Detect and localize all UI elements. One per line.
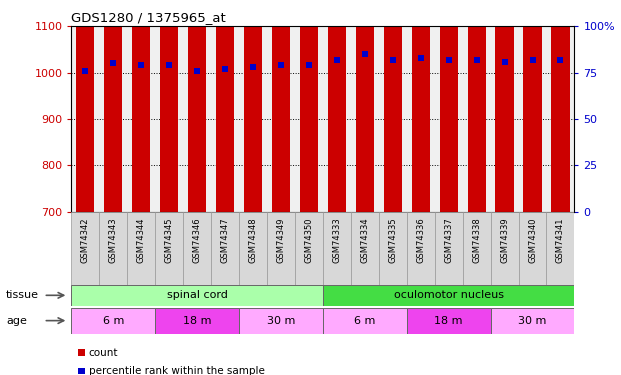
Bar	[239, 212, 267, 285]
Point	[360, 51, 369, 57]
Bar	[323, 308, 407, 334]
Point	[416, 55, 426, 61]
Bar	[76, 0, 94, 212]
Bar	[356, 0, 374, 212]
Text: GSM74349: GSM74349	[276, 218, 286, 263]
Bar	[272, 0, 290, 212]
Bar	[216, 0, 234, 212]
Bar	[551, 0, 569, 212]
Text: GSM74335: GSM74335	[388, 218, 397, 263]
Point	[528, 57, 538, 63]
Bar	[463, 212, 491, 285]
Bar	[188, 0, 206, 212]
Bar	[524, 0, 542, 212]
Text: tissue: tissue	[6, 290, 39, 300]
Point	[332, 57, 342, 63]
Text: GSM74342: GSM74342	[81, 218, 90, 263]
Text: GSM74343: GSM74343	[109, 218, 118, 263]
Text: GSM74346: GSM74346	[193, 218, 202, 263]
Bar	[244, 0, 262, 212]
Text: GSM74338: GSM74338	[472, 218, 481, 264]
Text: GDS1280 / 1375965_at: GDS1280 / 1375965_at	[71, 11, 226, 24]
Bar	[496, 0, 514, 212]
Text: GSM74339: GSM74339	[500, 218, 509, 263]
Bar	[412, 0, 430, 212]
Bar	[155, 308, 239, 334]
Text: 30 m: 30 m	[267, 316, 295, 326]
Point	[276, 62, 286, 68]
Bar	[295, 212, 323, 285]
Bar	[491, 212, 519, 285]
Bar	[407, 308, 491, 334]
Text: GSM74337: GSM74337	[444, 218, 453, 264]
Bar	[155, 212, 183, 285]
Bar	[546, 212, 574, 285]
Point	[499, 58, 509, 64]
Point	[81, 68, 91, 74]
Bar	[519, 212, 546, 285]
Text: 6 m: 6 m	[102, 316, 124, 326]
Point	[388, 57, 397, 63]
Text: GSM74334: GSM74334	[360, 218, 369, 263]
Bar	[491, 308, 574, 334]
Bar	[323, 285, 574, 306]
Text: 18 m: 18 m	[183, 316, 211, 326]
Bar	[351, 212, 379, 285]
Bar	[104, 0, 122, 212]
Point	[220, 66, 230, 72]
Bar	[435, 212, 463, 285]
Bar	[384, 0, 402, 212]
Point	[109, 60, 119, 66]
Bar	[300, 0, 318, 212]
Bar	[183, 212, 211, 285]
Bar	[239, 308, 323, 334]
Bar	[440, 0, 458, 212]
Text: age: age	[6, 316, 27, 326]
Text: GSM74341: GSM74341	[556, 218, 565, 263]
Point	[137, 62, 147, 68]
Point	[472, 57, 482, 63]
Bar	[99, 212, 127, 285]
Bar	[71, 212, 99, 285]
Point	[248, 64, 258, 70]
Text: GSM74333: GSM74333	[332, 218, 342, 264]
Point	[443, 57, 453, 63]
Bar	[211, 212, 239, 285]
Point	[555, 57, 565, 63]
Bar	[379, 212, 407, 285]
Text: GSM74350: GSM74350	[304, 218, 314, 263]
Bar	[132, 0, 150, 212]
Text: GSM74336: GSM74336	[416, 218, 425, 264]
Bar	[71, 308, 155, 334]
Bar	[127, 212, 155, 285]
Text: oculomotor nucleus: oculomotor nucleus	[394, 290, 504, 300]
Text: GSM74340: GSM74340	[528, 218, 537, 263]
Text: spinal cord: spinal cord	[166, 290, 228, 300]
Text: GSM74345: GSM74345	[165, 218, 174, 263]
Bar	[267, 212, 295, 285]
Bar	[323, 212, 351, 285]
Bar	[160, 0, 178, 212]
Text: GSM74344: GSM74344	[137, 218, 146, 263]
Text: 6 m: 6 m	[354, 316, 376, 326]
Point	[193, 68, 202, 74]
Bar	[71, 285, 323, 306]
Text: 18 m: 18 m	[435, 316, 463, 326]
Bar	[407, 212, 435, 285]
Point	[304, 62, 314, 68]
Text: GSM74347: GSM74347	[220, 218, 230, 263]
Text: percentile rank within the sample: percentile rank within the sample	[89, 366, 265, 375]
Text: 30 m: 30 m	[519, 316, 546, 326]
Point	[164, 62, 174, 68]
Bar	[328, 0, 346, 212]
Bar	[468, 0, 486, 212]
Text: GSM74348: GSM74348	[248, 218, 258, 263]
Text: count: count	[89, 348, 119, 357]
